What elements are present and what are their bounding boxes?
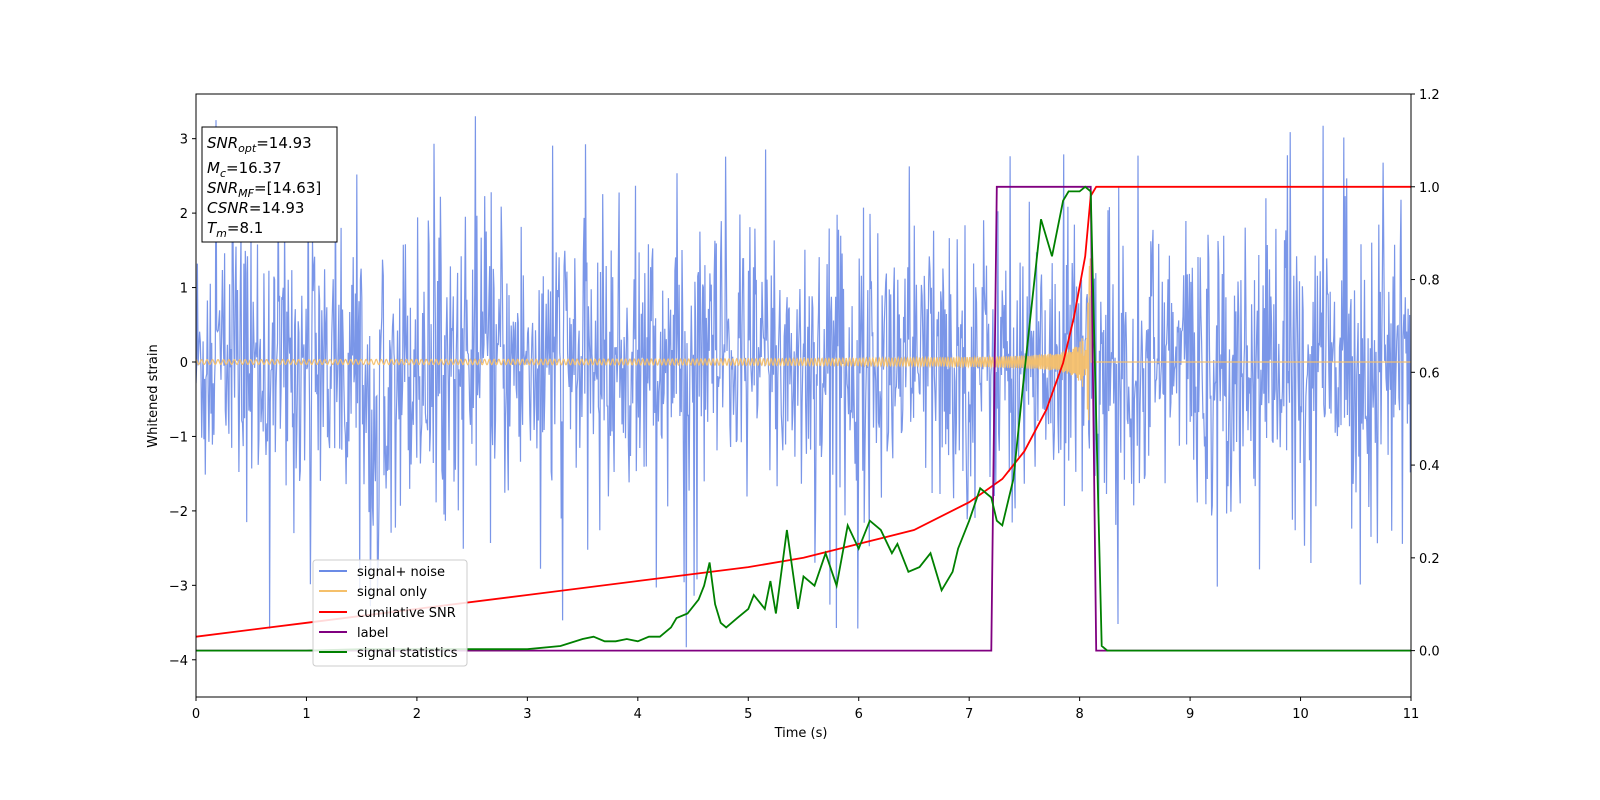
y-axis-label: Whitened strain xyxy=(146,344,161,447)
y-tick-label: −3 xyxy=(169,579,188,594)
info-mc-value: =16.37 xyxy=(226,159,282,177)
y2-tick-label: 1.2 xyxy=(1419,88,1440,103)
legend-label-signal: signal only xyxy=(357,585,427,600)
y-tick-label: 2 xyxy=(180,207,188,222)
y2-tick-label: 1.0 xyxy=(1419,181,1440,196)
info-box-frame xyxy=(201,126,338,243)
y2-tick-label: 0.2 xyxy=(1419,552,1440,567)
info-tm-main: T xyxy=(207,219,218,237)
x-axis-label: Time (s) xyxy=(774,726,828,741)
plot-lines xyxy=(196,116,1411,652)
info-mc-sub: c xyxy=(220,167,226,180)
info-csnr-value: =14.93 xyxy=(249,199,305,217)
y-tick-label: −4 xyxy=(169,654,188,669)
y-tick-label: 3 xyxy=(180,133,188,148)
x-tick-label: 8 xyxy=(1075,707,1083,722)
x-tick-label: 11 xyxy=(1403,707,1420,722)
legend-label-snr: cumilative SNR xyxy=(357,606,456,621)
legend-label-stats: signal statistics xyxy=(357,646,458,661)
series-signal-only xyxy=(196,258,1411,421)
y2-tick-label: 0.4 xyxy=(1419,459,1440,474)
legend-label-label: label xyxy=(357,626,388,641)
info-tm: Tm=8.1 xyxy=(207,219,263,240)
y-tick-label: −2 xyxy=(169,505,188,520)
info-snr-opt: SNRopt=14.93 xyxy=(207,134,312,155)
y-tick-label: 0 xyxy=(180,356,188,371)
x-tick-label: 4 xyxy=(634,707,642,722)
info-snr-mf-value: =[14.63] xyxy=(254,179,321,197)
legend-label-noise: signal+ noise xyxy=(357,565,445,580)
y2-tick-label: 0.8 xyxy=(1419,274,1440,289)
info-snr-opt-main: SNR xyxy=(207,134,238,152)
x-tick-label: 7 xyxy=(965,707,973,722)
y-axis-ticks: −4 −3 −2 −1 0 1 2 3 xyxy=(169,133,196,669)
info-tm-value: =8.1 xyxy=(227,219,263,237)
plot-frame xyxy=(195,93,1412,698)
y-tick-label: −1 xyxy=(169,430,188,445)
info-snr-mf: SNRMF=[14.63] xyxy=(207,179,321,200)
info-snr-mf-main: SNR xyxy=(207,179,238,197)
info-mc: Mc=16.37 xyxy=(207,159,282,180)
info-snr-opt-sub: opt xyxy=(238,142,257,155)
series-cumulative-snr xyxy=(196,185,1411,638)
legend: signal+ noise signal only cumilative SNR… xyxy=(312,559,468,667)
y2-tick-label: 0.6 xyxy=(1419,366,1440,381)
x-tick-label: 10 xyxy=(1292,707,1309,722)
x-tick-label: 3 xyxy=(523,707,531,722)
y2-axis-ticks: 0.0 0.2 0.4 0.6 0.8 1.0 1.2 xyxy=(1411,88,1440,660)
x-tick-label: 2 xyxy=(413,707,421,722)
series-signal-noise xyxy=(196,116,1411,648)
info-box: SNRopt=14.93 Mc=16.37 SNRMF=[14.63] CSNR… xyxy=(201,126,338,243)
info-snr-opt-value: =14.93 xyxy=(256,134,312,152)
x-tick-label: 0 xyxy=(192,707,200,722)
x-tick-label: 5 xyxy=(744,707,752,722)
series-signal-statistics xyxy=(196,185,1411,652)
y-tick-label: 1 xyxy=(180,282,188,297)
info-tm-sub: m xyxy=(216,227,227,240)
y2-tick-label: 0.0 xyxy=(1419,645,1440,660)
x-tick-label: 1 xyxy=(302,707,310,722)
x-tick-label: 9 xyxy=(1186,707,1194,722)
x-axis-ticks: 0 1 2 3 4 5 6 7 8 9 10 11 xyxy=(192,697,1419,722)
info-csnr: CSNR=14.93 xyxy=(207,199,304,217)
info-mc-main: M xyxy=(207,159,220,177)
info-snr-mf-sub: MF xyxy=(238,187,254,200)
legend-frame xyxy=(312,559,468,667)
x-tick-label: 6 xyxy=(855,707,863,722)
info-csnr-main: CSNR xyxy=(207,199,249,217)
